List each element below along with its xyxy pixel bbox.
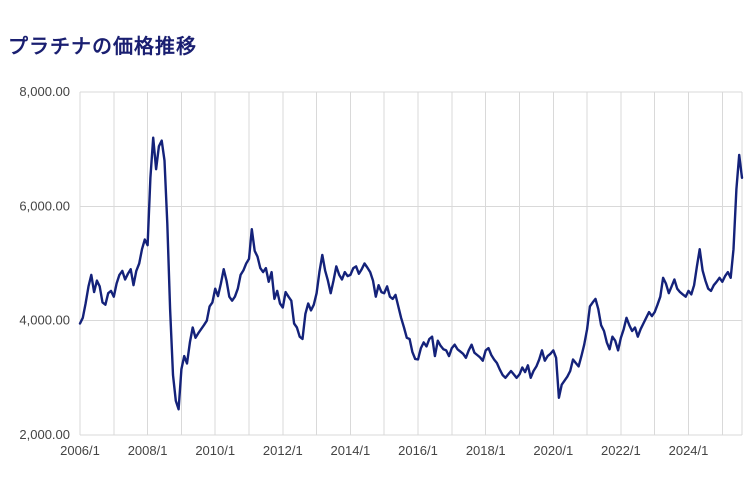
- x-axis-label: 2018/1: [466, 443, 506, 458]
- x-axis-label: 2008/1: [128, 443, 168, 458]
- x-axis-label: 2012/1: [263, 443, 303, 458]
- x-axis-label: 2010/1: [195, 443, 235, 458]
- y-axis-label: 2,000.00: [19, 427, 70, 442]
- x-axis-label: 2006/1: [60, 443, 100, 458]
- y-axis-label: 6,000.00: [19, 198, 70, 213]
- x-axis-label: 2020/1: [533, 443, 573, 458]
- y-axis-label: 8,000.00: [19, 84, 70, 99]
- y-axis-label: 4,000.00: [19, 313, 70, 328]
- x-axis-label: 2022/1: [601, 443, 641, 458]
- x-axis-label: 2014/1: [331, 443, 371, 458]
- chart-title: プラチナの価格推移: [8, 36, 197, 58]
- price-line: [78, 136, 744, 411]
- x-axis-label: 2016/1: [398, 443, 438, 458]
- x-axis-label: 2024/1: [669, 443, 709, 458]
